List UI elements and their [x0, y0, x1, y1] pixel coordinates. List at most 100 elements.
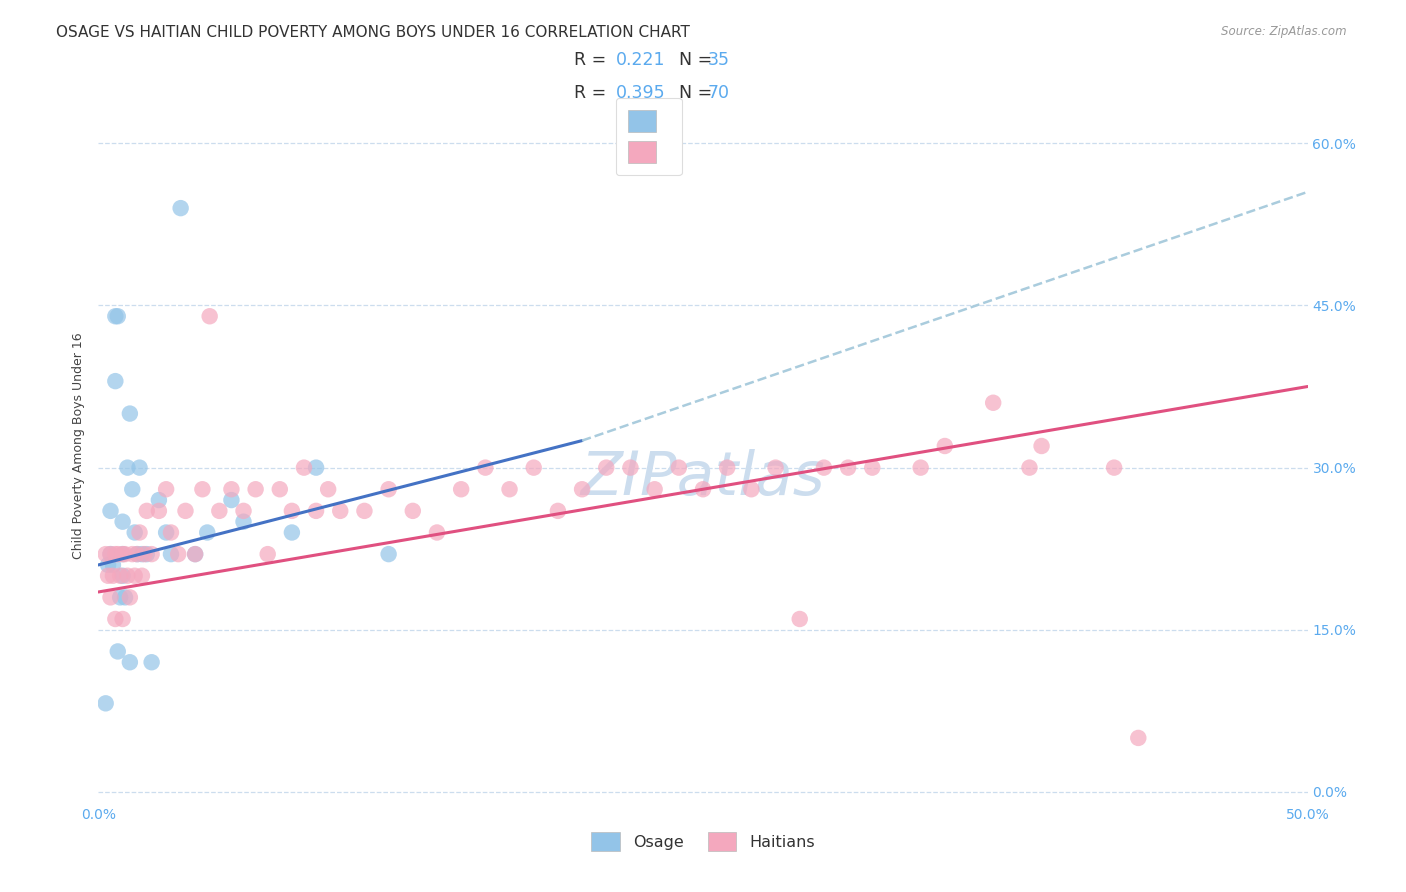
Point	[104, 547, 127, 561]
Point	[107, 547, 129, 561]
Point	[668, 460, 690, 475]
Point	[100, 504, 122, 518]
Point	[910, 460, 932, 475]
Point	[118, 407, 141, 421]
Point	[160, 547, 183, 561]
Point	[195, 525, 218, 540]
Point	[184, 547, 207, 561]
Point	[111, 547, 134, 561]
Point	[128, 525, 150, 540]
Point	[329, 504, 352, 518]
Text: N =: N =	[668, 84, 717, 102]
Point	[97, 558, 120, 572]
Text: 0.221: 0.221	[616, 51, 665, 69]
Point	[100, 547, 122, 561]
Point	[232, 515, 254, 529]
Point	[101, 558, 124, 572]
Point	[127, 547, 149, 561]
Text: Source: ZipAtlas.com: Source: ZipAtlas.com	[1222, 25, 1347, 38]
Point	[305, 460, 328, 475]
Point	[789, 612, 811, 626]
Text: R =: R =	[574, 51, 612, 69]
Text: 0.395: 0.395	[616, 84, 665, 102]
Point	[108, 568, 131, 582]
Point	[208, 504, 231, 518]
Point	[837, 460, 859, 475]
Point	[198, 310, 221, 324]
Point	[124, 525, 146, 540]
Point	[934, 439, 956, 453]
Text: OSAGE VS HAITIAN CHILD POVERTY AMONG BOYS UNDER 16 CORRELATION CHART: OSAGE VS HAITIAN CHILD POVERTY AMONG BOY…	[56, 25, 690, 40]
Point	[108, 591, 131, 605]
Point	[450, 482, 472, 496]
Point	[135, 547, 157, 561]
Text: N =: N =	[668, 51, 717, 69]
Point	[104, 612, 127, 626]
Point	[94, 696, 117, 710]
Point	[281, 504, 304, 518]
Point	[169, 201, 191, 215]
Point	[377, 547, 399, 561]
Point	[117, 568, 139, 582]
Point	[167, 547, 190, 561]
Point	[118, 591, 141, 605]
Point	[1102, 460, 1125, 475]
Point	[860, 460, 883, 475]
Point	[1018, 460, 1040, 475]
Point	[305, 504, 328, 518]
Point	[141, 547, 163, 561]
Point	[94, 547, 117, 561]
Point	[114, 591, 136, 605]
Point	[402, 504, 425, 518]
Point	[114, 547, 136, 561]
Point	[498, 482, 520, 496]
Point	[100, 547, 122, 561]
Point	[571, 482, 593, 496]
Point	[148, 493, 170, 508]
Text: 35: 35	[707, 51, 730, 69]
Point	[692, 482, 714, 496]
Point	[426, 525, 449, 540]
Point	[111, 568, 134, 582]
Text: ZIPatlas: ZIPatlas	[581, 449, 825, 508]
Point	[155, 482, 177, 496]
Point	[292, 460, 315, 475]
Point	[131, 568, 153, 582]
Point	[619, 460, 641, 475]
Point	[97, 568, 120, 582]
Point	[256, 547, 278, 561]
Point	[1128, 731, 1150, 745]
Point	[104, 374, 127, 388]
Point	[128, 460, 150, 475]
Y-axis label: Child Poverty Among Boys Under 16: Child Poverty Among Boys Under 16	[72, 333, 86, 559]
Point	[141, 655, 163, 669]
Point	[316, 482, 339, 496]
Text: R =: R =	[574, 84, 612, 102]
Text: R =: R =	[648, 114, 692, 132]
Legend: Osage, Haitians: Osage, Haitians	[583, 823, 823, 859]
Point	[111, 612, 134, 626]
Point	[124, 568, 146, 582]
Point	[595, 460, 617, 475]
Point	[644, 482, 666, 496]
Point	[232, 504, 254, 518]
Point	[281, 525, 304, 540]
Point	[121, 547, 143, 561]
Point	[740, 482, 762, 496]
Point	[131, 547, 153, 561]
Point	[160, 525, 183, 540]
Point	[101, 568, 124, 582]
Point	[100, 591, 122, 605]
Point	[269, 482, 291, 496]
Point	[377, 482, 399, 496]
Point	[155, 525, 177, 540]
Point	[104, 310, 127, 324]
Point	[135, 504, 157, 518]
Point	[523, 460, 546, 475]
Point	[117, 460, 139, 475]
Point	[1031, 439, 1053, 453]
Point	[813, 460, 835, 475]
Point	[127, 547, 149, 561]
Point	[148, 504, 170, 518]
Point	[107, 310, 129, 324]
